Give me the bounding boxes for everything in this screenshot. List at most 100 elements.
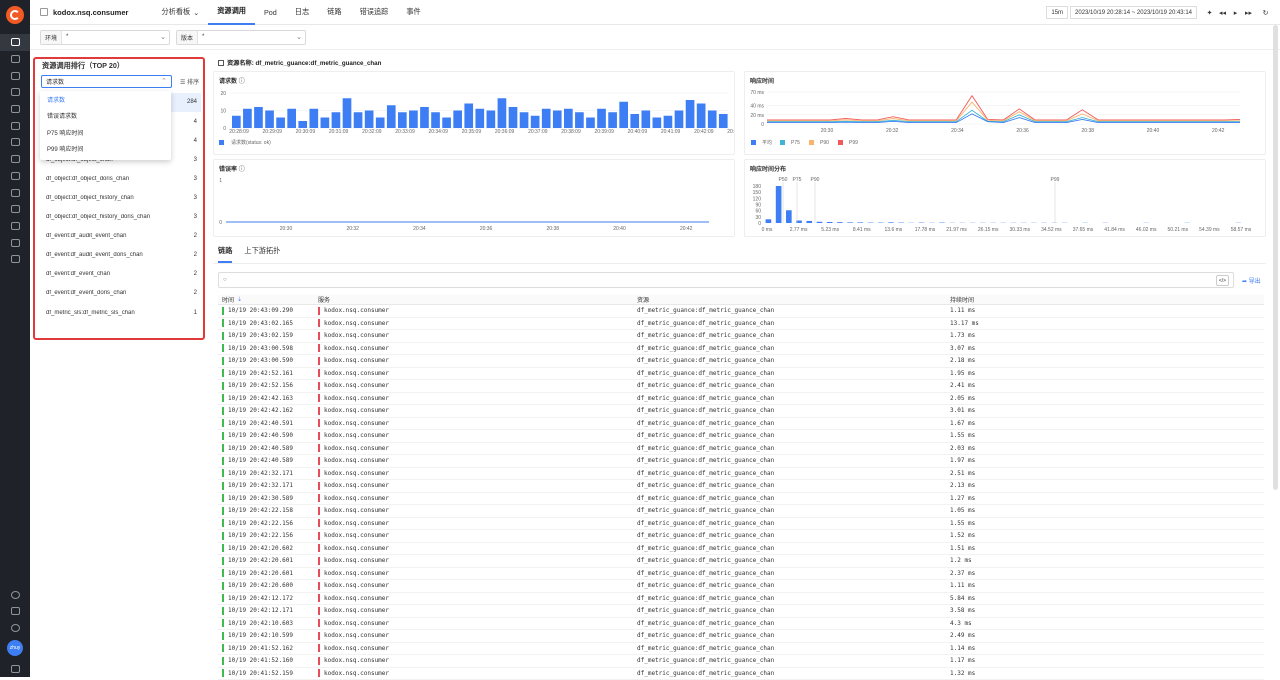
sidebar-item-metrics[interactable] — [0, 84, 30, 101]
tab-errors[interactable]: 错误追踪 — [351, 0, 398, 25]
sidebar-item-management[interactable] — [0, 234, 30, 251]
rewind-icon[interactable]: ◂◂ — [1218, 8, 1227, 17]
sidebar-item-help[interactable] — [0, 251, 30, 268]
dropdown-option[interactable]: P75 响应时间 — [40, 124, 171, 141]
cell-duration: 1.27 ms — [950, 495, 1150, 502]
cell-resource: df_metric_guance:df_metric_guance_chan — [634, 407, 950, 414]
tab-logs[interactable]: 日志 — [286, 0, 318, 25]
sidebar-item-apm[interactable] — [0, 117, 30, 134]
dropdown-option[interactable]: 请求数 — [40, 91, 171, 108]
service-bar — [318, 632, 320, 640]
cell-resource: df_metric_guance:df_metric_guance_chan — [634, 420, 950, 427]
tab-trace[interactable]: 链路 — [318, 0, 350, 25]
sidebar-item-question[interactable] — [0, 620, 30, 637]
sidebar-item-logs[interactable] — [0, 101, 30, 118]
metric-select[interactable]: 请求数⌃ — [41, 75, 172, 88]
forward-icon[interactable]: ▸▸ — [1244, 8, 1253, 17]
dropdown-option[interactable]: P99 响应时间 — [40, 141, 171, 158]
trace-search-input[interactable]: ○ — [218, 272, 1234, 288]
sidebar-item-security[interactable] — [0, 168, 30, 185]
bar — [365, 111, 374, 129]
calendar-icon — [11, 55, 20, 63]
sidebar-item-ci[interactable] — [0, 184, 30, 201]
play-icon[interactable]: ▸ — [1231, 8, 1240, 17]
sidebar-item-monitor[interactable] — [0, 201, 30, 218]
col-time[interactable]: 时间⇣ — [218, 295, 318, 304]
time-range-picker[interactable]: 2023/10/19 20:28:14 ~ 2023/10/19 20:43:1… — [1070, 6, 1197, 19]
cell-duration: 1.97 ms — [950, 457, 1150, 464]
sidebar-item-synthetics[interactable] — [0, 151, 30, 168]
sidebar-item-user[interactable] — [0, 586, 30, 603]
tab-events[interactable]: 事件 — [397, 0, 429, 25]
shield-icon — [11, 172, 20, 180]
x-tick-label: 2.77 ms — [790, 227, 808, 233]
tab-resource[interactable]: 资源调用 — [208, 0, 255, 25]
sidebar-item-collapse[interactable] — [0, 660, 30, 677]
refresh-icon[interactable]: ↻ — [1261, 8, 1270, 17]
tab-pod[interactable]: Pod — [255, 0, 286, 25]
sidebar-item-infra[interactable] — [0, 67, 30, 84]
tab-topology[interactable]: 上下游拓扑 — [244, 246, 280, 263]
sidebar-item-integration[interactable] — [0, 218, 30, 235]
page-scrollbar[interactable] — [1273, 25, 1278, 490]
dropdown-option[interactable]: 错误请求数 — [40, 108, 171, 125]
sidebar-item-scene[interactable] — [0, 34, 30, 51]
env-filter[interactable]: 环境*⌄ — [40, 30, 170, 45]
service-bar — [318, 482, 320, 490]
sidebar-item-rum[interactable] — [0, 134, 30, 151]
logo-icon[interactable] — [6, 6, 24, 24]
tab-analysis[interactable]: 分析看板⌄ — [152, 0, 208, 25]
avatar[interactable]: zhuy — [7, 640, 23, 656]
export-button[interactable]: ➦ 导出 — [1242, 276, 1261, 285]
time-quick-button[interactable]: 15m — [1046, 6, 1068, 19]
pin-icon[interactable]: ✦ — [1205, 8, 1214, 17]
sidebar-item-events[interactable] — [0, 51, 30, 68]
percentile-label: P75 — [793, 177, 802, 183]
tab-trace-list[interactable]: 链路 — [218, 246, 232, 263]
sort-button[interactable]: ☰ 排序 — [180, 77, 199, 86]
cell-resource: df_metric_guance:df_metric_guance_chan — [634, 557, 950, 564]
version-filter[interactable]: 版本*⌄ — [176, 30, 306, 45]
code-toggle-button[interactable]: </> — [1216, 275, 1229, 286]
sidebar-item-send[interactable] — [0, 603, 30, 620]
